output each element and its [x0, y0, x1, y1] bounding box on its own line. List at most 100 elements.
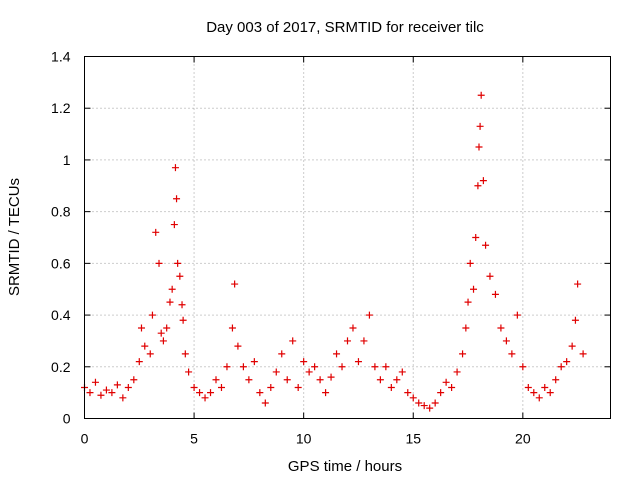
data-point	[146, 350, 154, 358]
data-point	[360, 337, 368, 345]
data-point	[316, 376, 324, 384]
data-point	[530, 389, 538, 397]
data-point	[207, 389, 215, 397]
data-point	[426, 404, 434, 412]
x-tick-label: 0	[81, 431, 89, 447]
y-tick-label: 0.6	[51, 255, 71, 271]
data-point	[168, 285, 176, 293]
data-point	[322, 389, 330, 397]
data-point	[571, 316, 579, 324]
x-tick-label: 15	[405, 431, 421, 447]
data-point	[541, 383, 549, 391]
data-point	[349, 324, 357, 332]
data-point	[472, 234, 480, 241]
data-point	[563, 358, 571, 366]
data-point	[283, 376, 291, 384]
data-point	[166, 298, 174, 306]
data-point	[157, 329, 165, 337]
data-point	[185, 368, 193, 376]
data-point	[170, 221, 178, 229]
data-point	[393, 376, 401, 384]
data-point	[371, 363, 379, 371]
data-point	[256, 389, 264, 397]
data-point	[508, 350, 516, 358]
data-point	[86, 389, 94, 397]
data-point	[148, 311, 156, 319]
y-tick-label: 0	[63, 411, 71, 427]
data-point	[557, 363, 565, 371]
data-point	[470, 285, 478, 293]
data-point	[181, 350, 189, 358]
data-point	[431, 399, 439, 407]
data-point	[519, 363, 527, 371]
data-point	[178, 301, 186, 309]
data-point	[453, 368, 461, 376]
data-point	[152, 228, 160, 236]
data-point	[119, 394, 127, 402]
x-tick-labels: 0 5 10 15 20	[81, 431, 531, 447]
data-point	[398, 368, 406, 376]
data-point	[338, 363, 346, 371]
data-point	[327, 373, 335, 381]
data-point	[196, 389, 204, 397]
data-point	[365, 311, 373, 319]
data-point	[535, 394, 543, 402]
data-point	[261, 399, 269, 407]
data-point	[124, 383, 132, 391]
data-point	[513, 311, 521, 319]
chart-title: Day 003 of 2017, SRMTID for receiver til…	[206, 19, 484, 36]
data-point	[354, 358, 362, 366]
data-point	[267, 383, 275, 391]
data-point	[502, 337, 510, 345]
data-point	[159, 337, 167, 345]
data-point	[278, 350, 286, 358]
data-point	[289, 337, 297, 345]
data-point	[376, 376, 384, 384]
data-point	[568, 342, 576, 350]
data-point	[437, 389, 445, 397]
data-point	[579, 350, 587, 358]
data-point	[479, 177, 487, 185]
data-point	[409, 394, 417, 402]
data-point	[108, 389, 116, 397]
data-point	[344, 337, 351, 345]
data-point	[239, 363, 247, 371]
data-point	[173, 195, 181, 203]
y-tick-label: 1.4	[51, 49, 71, 65]
y-axis-title: SRMTID / TECUs	[6, 178, 23, 296]
data-point	[305, 368, 313, 376]
data-point	[552, 376, 560, 384]
data-point	[212, 376, 220, 384]
grid	[84, 56, 611, 419]
data-point	[486, 272, 494, 280]
data-point	[475, 143, 483, 151]
data-point	[448, 383, 456, 391]
data-point	[574, 280, 582, 288]
data-point	[102, 386, 110, 394]
y-tick-label: 0.2	[51, 359, 71, 375]
y-tick-label: 0.4	[51, 307, 71, 323]
data-point	[137, 324, 145, 332]
data-point	[300, 358, 308, 366]
data-point	[174, 259, 182, 267]
data-point	[491, 290, 499, 298]
data-point	[382, 363, 390, 371]
data-point	[420, 402, 428, 410]
data-point	[311, 363, 319, 371]
y-tick-label: 0.8	[51, 204, 71, 220]
data-point	[141, 342, 149, 350]
data-point	[217, 383, 225, 391]
data-point	[272, 368, 280, 376]
data-point	[482, 241, 490, 249]
data-point	[459, 350, 467, 358]
x-tick-label: 10	[296, 431, 312, 447]
data-point	[245, 376, 253, 384]
plot-frame	[84, 56, 611, 419]
data-point	[234, 342, 242, 350]
data-point	[113, 381, 121, 389]
y-tick-labels: 0 0.2 0.4 0.6 0.8 1 1.2 1.4	[51, 49, 71, 427]
data-point	[442, 378, 450, 386]
data-point	[171, 164, 179, 172]
x-tick-label: 5	[190, 431, 198, 447]
